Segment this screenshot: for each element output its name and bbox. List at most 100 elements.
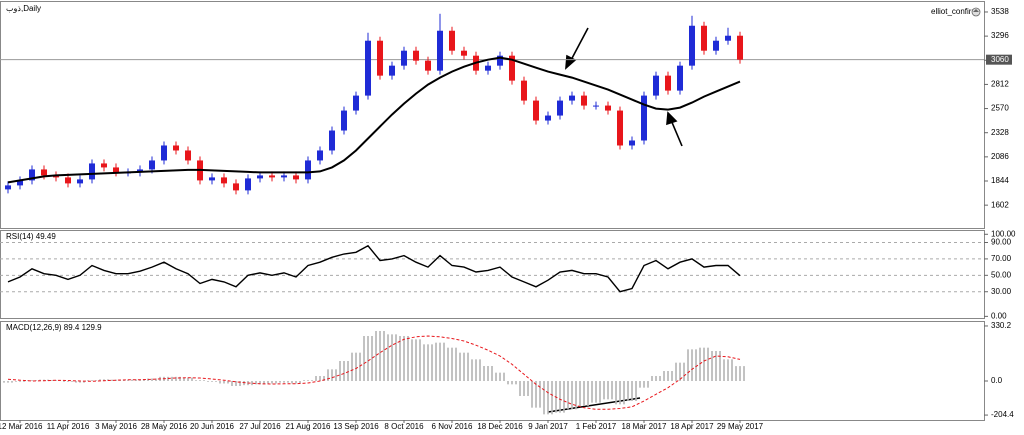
macd-bar <box>711 351 713 381</box>
macd-bar <box>347 361 349 381</box>
y-tick-label: 0.0 <box>991 376 1003 385</box>
candle-body <box>101 163 108 168</box>
y-tick-label: 50.00 <box>991 270 1012 279</box>
macd-bar <box>279 381 281 383</box>
macd-bar <box>19 381 21 382</box>
macd-bar <box>219 381 221 384</box>
indicator-name: elliot_confirm <box>931 7 978 16</box>
y-tick-label: 30.00 <box>991 287 1012 296</box>
macd-bar <box>15 381 17 382</box>
macd-bar <box>583 381 585 406</box>
macd-bar <box>323 376 325 381</box>
macd-bar <box>255 381 257 385</box>
macd-bar <box>463 352 465 381</box>
macd-bar <box>355 352 357 381</box>
macd-bar <box>563 381 565 413</box>
macd-bar <box>395 334 397 381</box>
candle-body <box>161 145 168 161</box>
macd-bar <box>399 336 401 381</box>
macd-bar <box>363 336 365 381</box>
macd-bar <box>343 361 345 381</box>
macd-bar <box>607 381 609 400</box>
macd-bar <box>667 371 669 381</box>
macd-bar <box>427 344 429 381</box>
macd-bar <box>627 381 629 401</box>
candle-body <box>665 75 672 91</box>
macd-bar <box>339 361 341 381</box>
rsi-line <box>7 244 741 293</box>
candle-body <box>461 50 468 56</box>
macd-bar <box>719 351 721 381</box>
macd-bar <box>303 380 305 381</box>
x-tick-label: 21 Aug 2016 <box>286 422 331 431</box>
macd-bar <box>295 381 297 384</box>
y-tick-label: 1844 <box>991 176 1009 185</box>
macd-bar <box>275 381 277 384</box>
candle-body <box>677 65 684 91</box>
x-tick-label: 3 May 2016 <box>95 422 137 431</box>
candle-body <box>221 177 228 184</box>
y-tick-label: 1602 <box>991 200 1009 209</box>
x-tick-label: 11 Apr 2016 <box>47 422 90 431</box>
macd-bar <box>387 334 389 381</box>
candle-body <box>257 175 264 179</box>
macd-bar <box>315 376 317 381</box>
macd-bar <box>631 381 633 401</box>
candle-body <box>521 80 528 101</box>
candle-body <box>497 55 504 66</box>
macd-bar <box>83 381 85 383</box>
x-tick-label: 18 Mar 2017 <box>622 422 667 431</box>
macd-bar <box>239 381 241 386</box>
moving-average <box>7 56 741 184</box>
candle-body <box>353 95 360 111</box>
candle-body <box>449 30 456 51</box>
macd-bar <box>659 376 661 381</box>
macd-bar <box>199 380 201 381</box>
macd-bar <box>223 381 225 384</box>
macd-bar <box>131 379 133 381</box>
macd-bar <box>7 381 9 383</box>
candle-body <box>413 50 420 61</box>
macd-bar <box>195 380 197 381</box>
macd-bar <box>307 380 309 381</box>
macd-bar <box>211 381 213 382</box>
macd-bar <box>695 349 697 381</box>
macd-bar <box>91 380 93 381</box>
macd-bar <box>55 380 57 381</box>
candle-body <box>281 175 288 178</box>
macd-bar <box>95 380 97 381</box>
rsi-title: RSI(14) 49.49 <box>6 232 56 241</box>
candle-body <box>245 178 252 191</box>
candle-body <box>365 40 372 96</box>
candle-body <box>329 130 336 151</box>
macd-bar <box>687 349 689 381</box>
macd-bar <box>215 381 217 382</box>
x-tick-label: 8 Oct 2016 <box>384 422 424 431</box>
macd-bar <box>99 379 101 381</box>
macd-bar <box>683 362 685 381</box>
candle-body <box>65 177 72 184</box>
rsi-panel <box>0 230 985 319</box>
panel-frames <box>0 1 985 421</box>
last-price-box <box>986 54 1012 65</box>
macd-bar <box>459 352 461 381</box>
macd-title: MACD(12,26,9) 89.4 129.9 <box>6 323 102 332</box>
macd-signal <box>7 335 741 410</box>
macd-bar <box>691 349 693 381</box>
price-panel <box>0 1 985 229</box>
macd-bar <box>495 372 497 381</box>
macd-bar <box>575 381 577 410</box>
macd-bar <box>567 381 569 410</box>
candle-body <box>701 25 708 51</box>
candle-body <box>641 95 648 141</box>
macd-bar <box>271 381 273 384</box>
candle-body <box>725 35 732 41</box>
y-tick-label: 2328 <box>991 128 1009 137</box>
y-tick-label: 3538 <box>991 7 1009 16</box>
macd-bar <box>291 381 293 384</box>
macd-bar <box>227 381 229 384</box>
x-tick-label: 29 May 2017 <box>717 422 764 431</box>
macd-bar <box>3 381 5 383</box>
macd-bar <box>71 381 73 382</box>
